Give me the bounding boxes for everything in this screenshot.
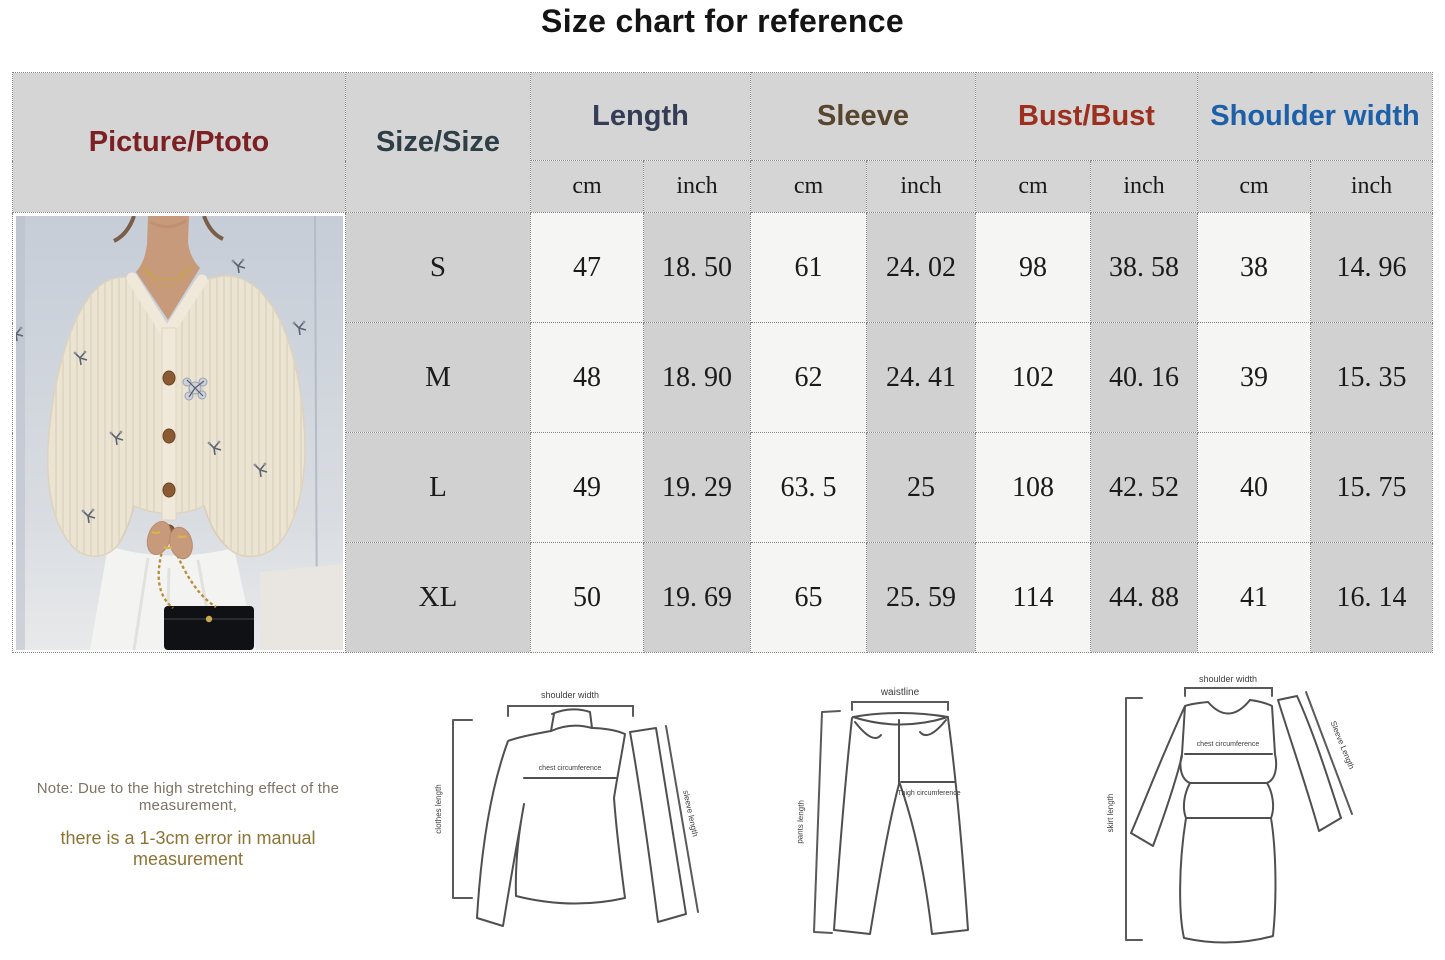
sleeve-inch-header: inch (866, 160, 976, 213)
length-inch-header: inch (643, 160, 751, 213)
shoulder-cm-cell: 39 (1197, 322, 1311, 433)
dress-chest-label: chest circumference (1197, 741, 1260, 748)
product-photo-cell (12, 212, 346, 653)
size-cell: L (345, 432, 531, 543)
length-inch-cell: 19. 69 (643, 542, 751, 653)
size-chart-table: Picture/Ptoto Size/Size Length Sleeve Bu… (12, 72, 1433, 653)
sleeve-inch-cell: 24. 41 (866, 322, 976, 433)
shirt-length-label: clothes length (434, 784, 443, 833)
table-row-xl: XL 50 19. 69 65 25. 59 114 44. 88 41 16.… (13, 542, 1433, 653)
pants-waistline-label: waistline (880, 687, 920, 698)
bust-cm-cell: 108 (975, 432, 1091, 543)
shirt-shoulder-width-label: shoulder width (541, 690, 599, 700)
page-title: Size chart for reference (541, 3, 904, 39)
sleeve-cm-cell: 62 (750, 322, 867, 433)
length-inch-cell: 18. 90 (643, 322, 751, 433)
sleeve-cm-cell: 63. 5 (750, 432, 867, 543)
bust-cm-header: cm (975, 160, 1091, 213)
shoulder-cm-cell: 40 (1197, 432, 1311, 543)
dress-shoulder-width-label: shoulder width (1199, 674, 1257, 684)
bust-inch-cell: 42. 52 (1090, 432, 1198, 543)
shoulder-inch-cell: 16. 14 (1310, 542, 1433, 653)
table-row-m: M 48 18. 90 62 24. 41 102 40. 16 39 15. … (13, 322, 1433, 433)
shirt-measurement-diagram: shoulder width chest circumference cloth… (434, 690, 700, 927)
table-header-row-groups: Picture/Ptoto Size/Size Length Sleeve Bu… (12, 72, 1433, 213)
sleeve-group-header: Sleeve (750, 72, 976, 161)
table-row-l: L 49 19. 29 63. 5 25 108 42. 52 40 15. 7… (13, 432, 1433, 543)
table-header-row-units: cm inch cm inch cm inch cm inch (13, 160, 1433, 213)
length-cm-cell: 48 (530, 322, 644, 433)
sleeve-cm-header: cm (750, 160, 867, 213)
length-cm-cell: 50 (530, 542, 644, 653)
sleeve-inch-cell: 25. 59 (866, 542, 976, 653)
size-cell: S (345, 212, 531, 323)
length-cm-cell: 49 (530, 432, 644, 543)
note-line-1: Note: Due to the high stretching effect … (36, 780, 340, 814)
shoulder-cm-cell: 41 (1197, 542, 1311, 653)
bust-cm-cell: 98 (975, 212, 1091, 323)
table-row-s: S 47 18. 50 61 24. 02 98 38. 58 38 14. 9… (12, 212, 1433, 653)
shoulder-cm-cell: 38 (1197, 212, 1311, 323)
pants-length-label: pants length (795, 800, 806, 844)
size-cell: M (345, 322, 531, 433)
bust-inch-cell: 40. 16 (1090, 322, 1198, 433)
bust-inch-header: inch (1090, 160, 1198, 213)
bust-group-header: Bust/Bust (975, 72, 1198, 161)
shoulder-cm-header: cm (1197, 160, 1311, 213)
length-inch-cell: 18. 50 (643, 212, 751, 323)
shirt-chest-label: chest circumference (539, 765, 602, 772)
product-photo (15, 215, 343, 650)
length-cm-header: cm (530, 160, 644, 213)
sleeve-cm-cell: 65 (750, 542, 867, 653)
measurement-note: Note: Due to the high stretching effect … (18, 780, 358, 870)
size-header-cell: Size/Size (345, 72, 531, 213)
shoulder-inch-cell: 15. 35 (1310, 322, 1433, 433)
bust-cm-cell: 114 (975, 542, 1091, 653)
dress-length-label: skirt length (1106, 794, 1115, 833)
pants-thigh-label: Thigh circumference (897, 790, 961, 797)
shoulder-inch-header: inch (1310, 160, 1433, 213)
sleeve-cm-cell: 61 (750, 212, 867, 323)
pants-measurement-diagram: waistline Thigh circumference pants leng… (795, 687, 969, 935)
size-cell: XL (345, 542, 531, 653)
length-cm-cell: 47 (530, 212, 644, 323)
shoulder-inch-cell: 14. 96 (1310, 212, 1433, 323)
bust-inch-cell: 44. 88 (1090, 542, 1198, 653)
dress-measurement-diagram: shoulder width chest circumference Sleev… (1106, 674, 1356, 944)
sleeve-inch-cell: 25 (866, 432, 976, 543)
bust-cm-cell: 102 (975, 322, 1091, 433)
length-group-header: Length (530, 72, 751, 161)
length-inch-cell: 19. 29 (643, 432, 751, 543)
picture-header-cell: Picture/Ptoto (12, 72, 346, 213)
shoulder-inch-cell: 15. 75 (1310, 432, 1433, 543)
bust-inch-cell: 38. 58 (1090, 212, 1198, 323)
sleeve-inch-cell: 24. 02 (866, 212, 976, 323)
note-line-2: there is a 1-3cm error in manual measure… (60, 828, 316, 869)
shoulder-group-header: Shoulder width (1197, 72, 1433, 161)
